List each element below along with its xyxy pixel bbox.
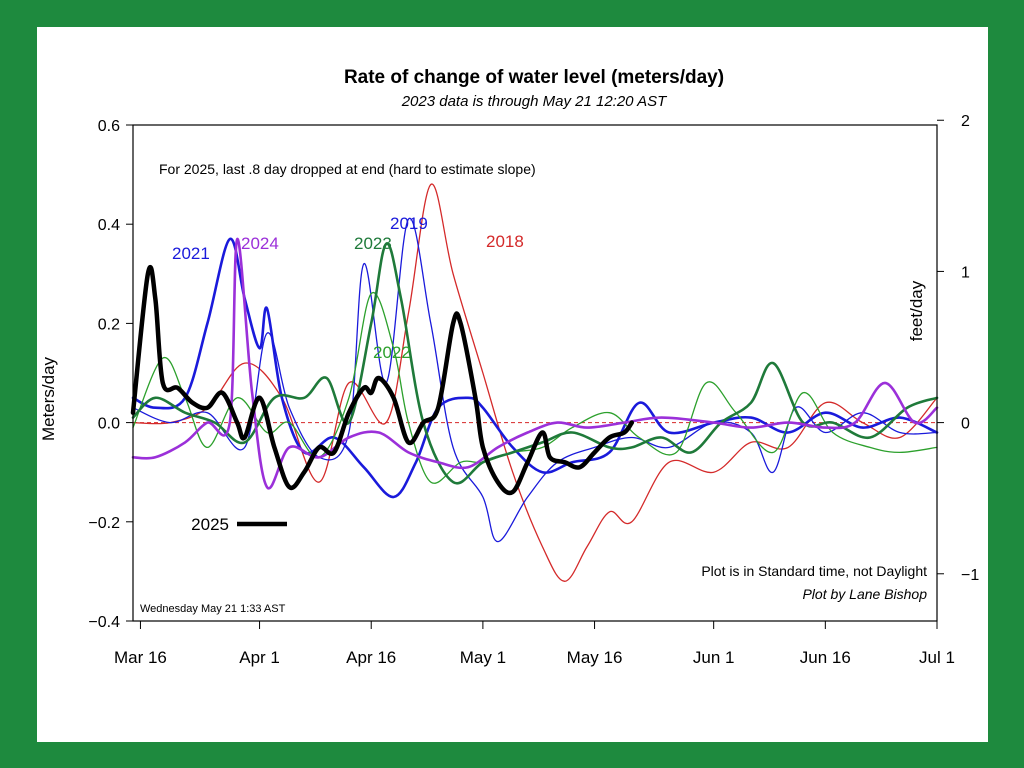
- y-tick-label-right: 0: [961, 416, 970, 433]
- water-level-chart: Rate of change of water level (meters/da…: [39, 67, 979, 667]
- legend: 2025: [191, 515, 287, 534]
- x-tick-label: May 16: [567, 648, 623, 667]
- x-tick-label: Jun 16: [800, 648, 851, 667]
- y-tick-label: 0.2: [98, 316, 120, 333]
- y-tick-label-right: −1: [961, 567, 979, 584]
- x-tick-label: Mar 16: [114, 648, 167, 667]
- credit-note: Plot by Lane Bishop: [802, 586, 927, 602]
- series-line-2021: [131, 237, 939, 499]
- series-line-2023: [131, 242, 939, 485]
- series-label-2024: 2024: [241, 234, 279, 253]
- y-tick-label: −0.2: [88, 515, 120, 532]
- x-tick-label: Jun 1: [693, 648, 735, 667]
- timestamp-note: Wednesday May 21 1:33 AST: [140, 603, 286, 615]
- y-tick-label: 0.6: [98, 118, 120, 135]
- series-label-2021: 2021: [172, 244, 210, 263]
- y-tick-label: 0.4: [98, 217, 120, 234]
- note-top: For 2025, last .8 day dropped at end (ha…: [159, 161, 536, 177]
- series-line-2024: [131, 237, 939, 490]
- series-label-2022: 2022: [373, 343, 411, 362]
- series-line-2019: [132, 217, 938, 543]
- y-axis-label: Meters/day: [39, 356, 58, 441]
- plot-frame: [132, 124, 938, 622]
- x-tick-label: Apr 16: [346, 648, 396, 667]
- note-standard-time: Plot is in Standard time, not Daylight: [701, 563, 927, 579]
- series-line-2022: [132, 291, 938, 484]
- x-tick-label: Jul 1: [919, 648, 955, 667]
- series-label-2019: 2019: [390, 214, 428, 233]
- x-tick-label: Apr 1: [239, 648, 280, 667]
- tick-layer: 0.6 0.4 0.2 0.0 −0.2 −0.4 2 1 0 −1 Mar 16 Apr 1 Apr …: [88, 113, 979, 667]
- legend-label: 2025: [191, 515, 229, 534]
- chart-subtitle: 2023 data is through May 21 12:20 AST: [401, 93, 668, 110]
- y-axis-label-right: feet/day: [907, 280, 926, 341]
- chart-title: Rate of change of water level (meters/da…: [344, 67, 724, 88]
- y-tick-label-right: 1: [961, 264, 970, 281]
- y-tick-label: 0.0: [98, 416, 120, 433]
- x-tick-label: May 1: [460, 648, 506, 667]
- y-tick-label-right: 2: [961, 113, 970, 130]
- series-label-2023: 2023: [354, 234, 392, 253]
- chart-panel: Rate of change of water level (meters/da…: [37, 27, 988, 742]
- series-label-2018: 2018: [486, 232, 524, 251]
- series-layer: [130, 183, 939, 582]
- y-tick-label: −0.4: [88, 614, 120, 631]
- series-line-2025: [130, 264, 635, 496]
